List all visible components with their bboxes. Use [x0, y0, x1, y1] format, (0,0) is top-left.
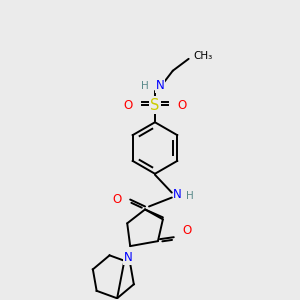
Text: H: H [186, 190, 194, 201]
Text: CH₃: CH₃ [194, 51, 213, 61]
Text: O: O [123, 99, 132, 112]
Text: S: S [150, 98, 160, 113]
Text: N: N [124, 251, 133, 264]
Text: N: N [156, 79, 165, 92]
Text: O: O [112, 193, 121, 206]
Text: O: O [183, 224, 192, 237]
Text: H: H [141, 81, 149, 91]
Text: N: N [173, 188, 182, 201]
Text: O: O [178, 99, 187, 112]
